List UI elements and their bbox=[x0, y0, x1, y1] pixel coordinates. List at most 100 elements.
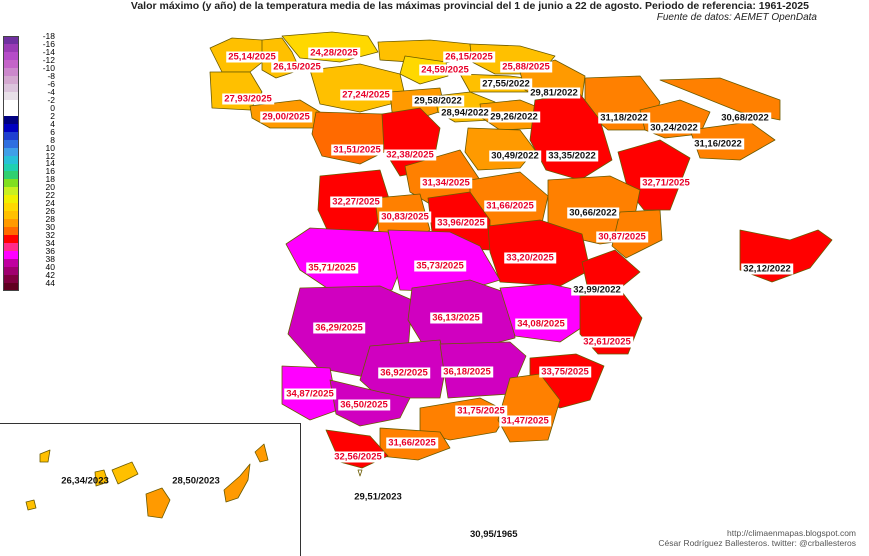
province-value-label: 27,55/2022 bbox=[480, 78, 532, 90]
legend-row: 40 bbox=[3, 262, 63, 276]
legend-label: 26 bbox=[45, 206, 55, 217]
legend-row: 0 bbox=[3, 103, 63, 116]
province-region bbox=[111, 461, 139, 485]
province-value-label: 33,96/2025 bbox=[435, 217, 487, 229]
province-region bbox=[659, 77, 781, 121]
legend-swatch bbox=[3, 227, 19, 236]
legend-label: 8 bbox=[50, 134, 55, 145]
canary-islands-inset bbox=[0, 423, 301, 556]
legend-row: 20 bbox=[3, 182, 63, 196]
legend-row: -4 bbox=[3, 87, 63, 100]
province-region bbox=[285, 227, 401, 291]
legend-row: 28 bbox=[3, 214, 63, 228]
province-value-label: 26,15/2025 bbox=[271, 61, 323, 73]
province-region bbox=[25, 499, 37, 511]
legend-swatch bbox=[3, 83, 19, 92]
legend-row: 34 bbox=[3, 238, 63, 252]
province-value-label: 31,66/2025 bbox=[484, 200, 536, 212]
province-value-label: 32,71/2025 bbox=[640, 177, 692, 189]
province-value-label: 34,87/2025 bbox=[284, 388, 336, 400]
province-value-label: 31,16/2022 bbox=[692, 138, 744, 150]
province-value-label: 27,93/2025 bbox=[222, 93, 274, 105]
province-value-label: 33,20/2025 bbox=[504, 252, 556, 264]
province-value-label: 36,18/2025 bbox=[441, 366, 493, 378]
province-value-label: 35,71/2025 bbox=[306, 262, 358, 274]
legend-row: -14 bbox=[3, 47, 63, 60]
legend-row: -2 bbox=[3, 95, 63, 108]
province-region bbox=[145, 487, 171, 519]
legend-swatch bbox=[3, 219, 19, 228]
province-value-label: 32,99/2022 bbox=[571, 284, 623, 296]
legend-swatch bbox=[3, 131, 19, 140]
legend-label: 4 bbox=[50, 118, 55, 129]
legend-label: 18 bbox=[45, 174, 55, 185]
legend-swatch bbox=[3, 283, 19, 291]
legend-label: 28 bbox=[45, 214, 55, 225]
legend-row: 36 bbox=[3, 246, 63, 260]
legend-swatch bbox=[3, 203, 19, 212]
legend-label: 20 bbox=[45, 182, 55, 193]
legend-label: -12 bbox=[42, 54, 55, 65]
legend-row: 30 bbox=[3, 222, 63, 236]
province-value-label: 27,24/2025 bbox=[340, 89, 392, 101]
legend-label: 2 bbox=[50, 110, 55, 121]
legend-swatch bbox=[3, 251, 19, 260]
province-region bbox=[39, 449, 51, 463]
legend-label: 36 bbox=[45, 246, 55, 257]
legend-swatch bbox=[3, 275, 19, 284]
province-value-label: 30,83/2025 bbox=[379, 211, 431, 223]
province-value-label: 32,61/2025 bbox=[581, 336, 633, 348]
province-value-label: 36,92/2025 bbox=[378, 367, 430, 379]
legend-row: -6 bbox=[3, 79, 63, 92]
legend-row: -12 bbox=[3, 55, 63, 68]
legend-swatch bbox=[3, 99, 19, 108]
province-value-label: 24,59/2025 bbox=[419, 64, 471, 76]
province-value-label: 36,13/2025 bbox=[430, 312, 482, 324]
province-value-label: 29,26/2022 bbox=[488, 111, 540, 123]
legend-label: 40 bbox=[45, 262, 55, 273]
legend-label: 34 bbox=[45, 238, 55, 249]
legend-swatch bbox=[3, 75, 19, 84]
legend-label: 10 bbox=[45, 142, 55, 153]
province-value-label: 30,68/2022 bbox=[719, 112, 771, 124]
province-value-label: 31,47/2025 bbox=[499, 415, 551, 427]
legend-swatch bbox=[3, 267, 19, 276]
legend-swatch bbox=[3, 67, 19, 76]
legend-swatch bbox=[3, 195, 19, 204]
legend-row: 44 bbox=[3, 278, 63, 291]
legend-row: 42 bbox=[3, 270, 63, 284]
legend-row: 8 bbox=[3, 135, 63, 148]
legend-row: 16 bbox=[3, 166, 63, 180]
legend-label: 42 bbox=[45, 270, 55, 281]
legend-label: -4 bbox=[47, 86, 55, 97]
legend-label: -8 bbox=[47, 70, 55, 81]
legend-label: 0 bbox=[50, 102, 55, 113]
legend-swatch bbox=[3, 59, 19, 68]
legend-swatch bbox=[3, 36, 19, 44]
province-region bbox=[223, 463, 251, 503]
province-value-label: 26,34/2023 bbox=[61, 475, 109, 487]
legend-swatch bbox=[3, 235, 19, 244]
legend-label: 22 bbox=[45, 190, 55, 201]
legend-swatch bbox=[3, 187, 19, 196]
province-region bbox=[94, 469, 109, 487]
province-region bbox=[357, 469, 363, 477]
province-value-label: 32,38/2025 bbox=[384, 149, 436, 161]
province-value-label: 32,27/2025 bbox=[330, 196, 382, 208]
legend-row: 18 bbox=[3, 174, 63, 188]
province-value-label: 31,51/2025 bbox=[331, 144, 383, 156]
province-value-label: 30,24/2022 bbox=[648, 122, 700, 134]
legend-row: 6 bbox=[3, 127, 63, 140]
legend-row: 32 bbox=[3, 230, 63, 244]
legend-row: 38 bbox=[3, 254, 63, 268]
province-value-label: 24,28/2025 bbox=[308, 47, 360, 59]
legend-swatch bbox=[3, 147, 19, 156]
province-value-label: 25,88/2025 bbox=[500, 61, 552, 73]
legend-swatch bbox=[3, 179, 19, 188]
province-value-label: 29,51/2023 bbox=[354, 491, 402, 503]
ceuta-melilla-value: 30,95/1965 bbox=[470, 529, 518, 540]
province-value-label: 29,58/2022 bbox=[412, 95, 464, 107]
legend-row: 12 bbox=[3, 151, 63, 164]
credit-author: César Rodríguez Ballesteros. twitter: @c… bbox=[658, 538, 856, 548]
legend-swatch bbox=[3, 155, 19, 164]
